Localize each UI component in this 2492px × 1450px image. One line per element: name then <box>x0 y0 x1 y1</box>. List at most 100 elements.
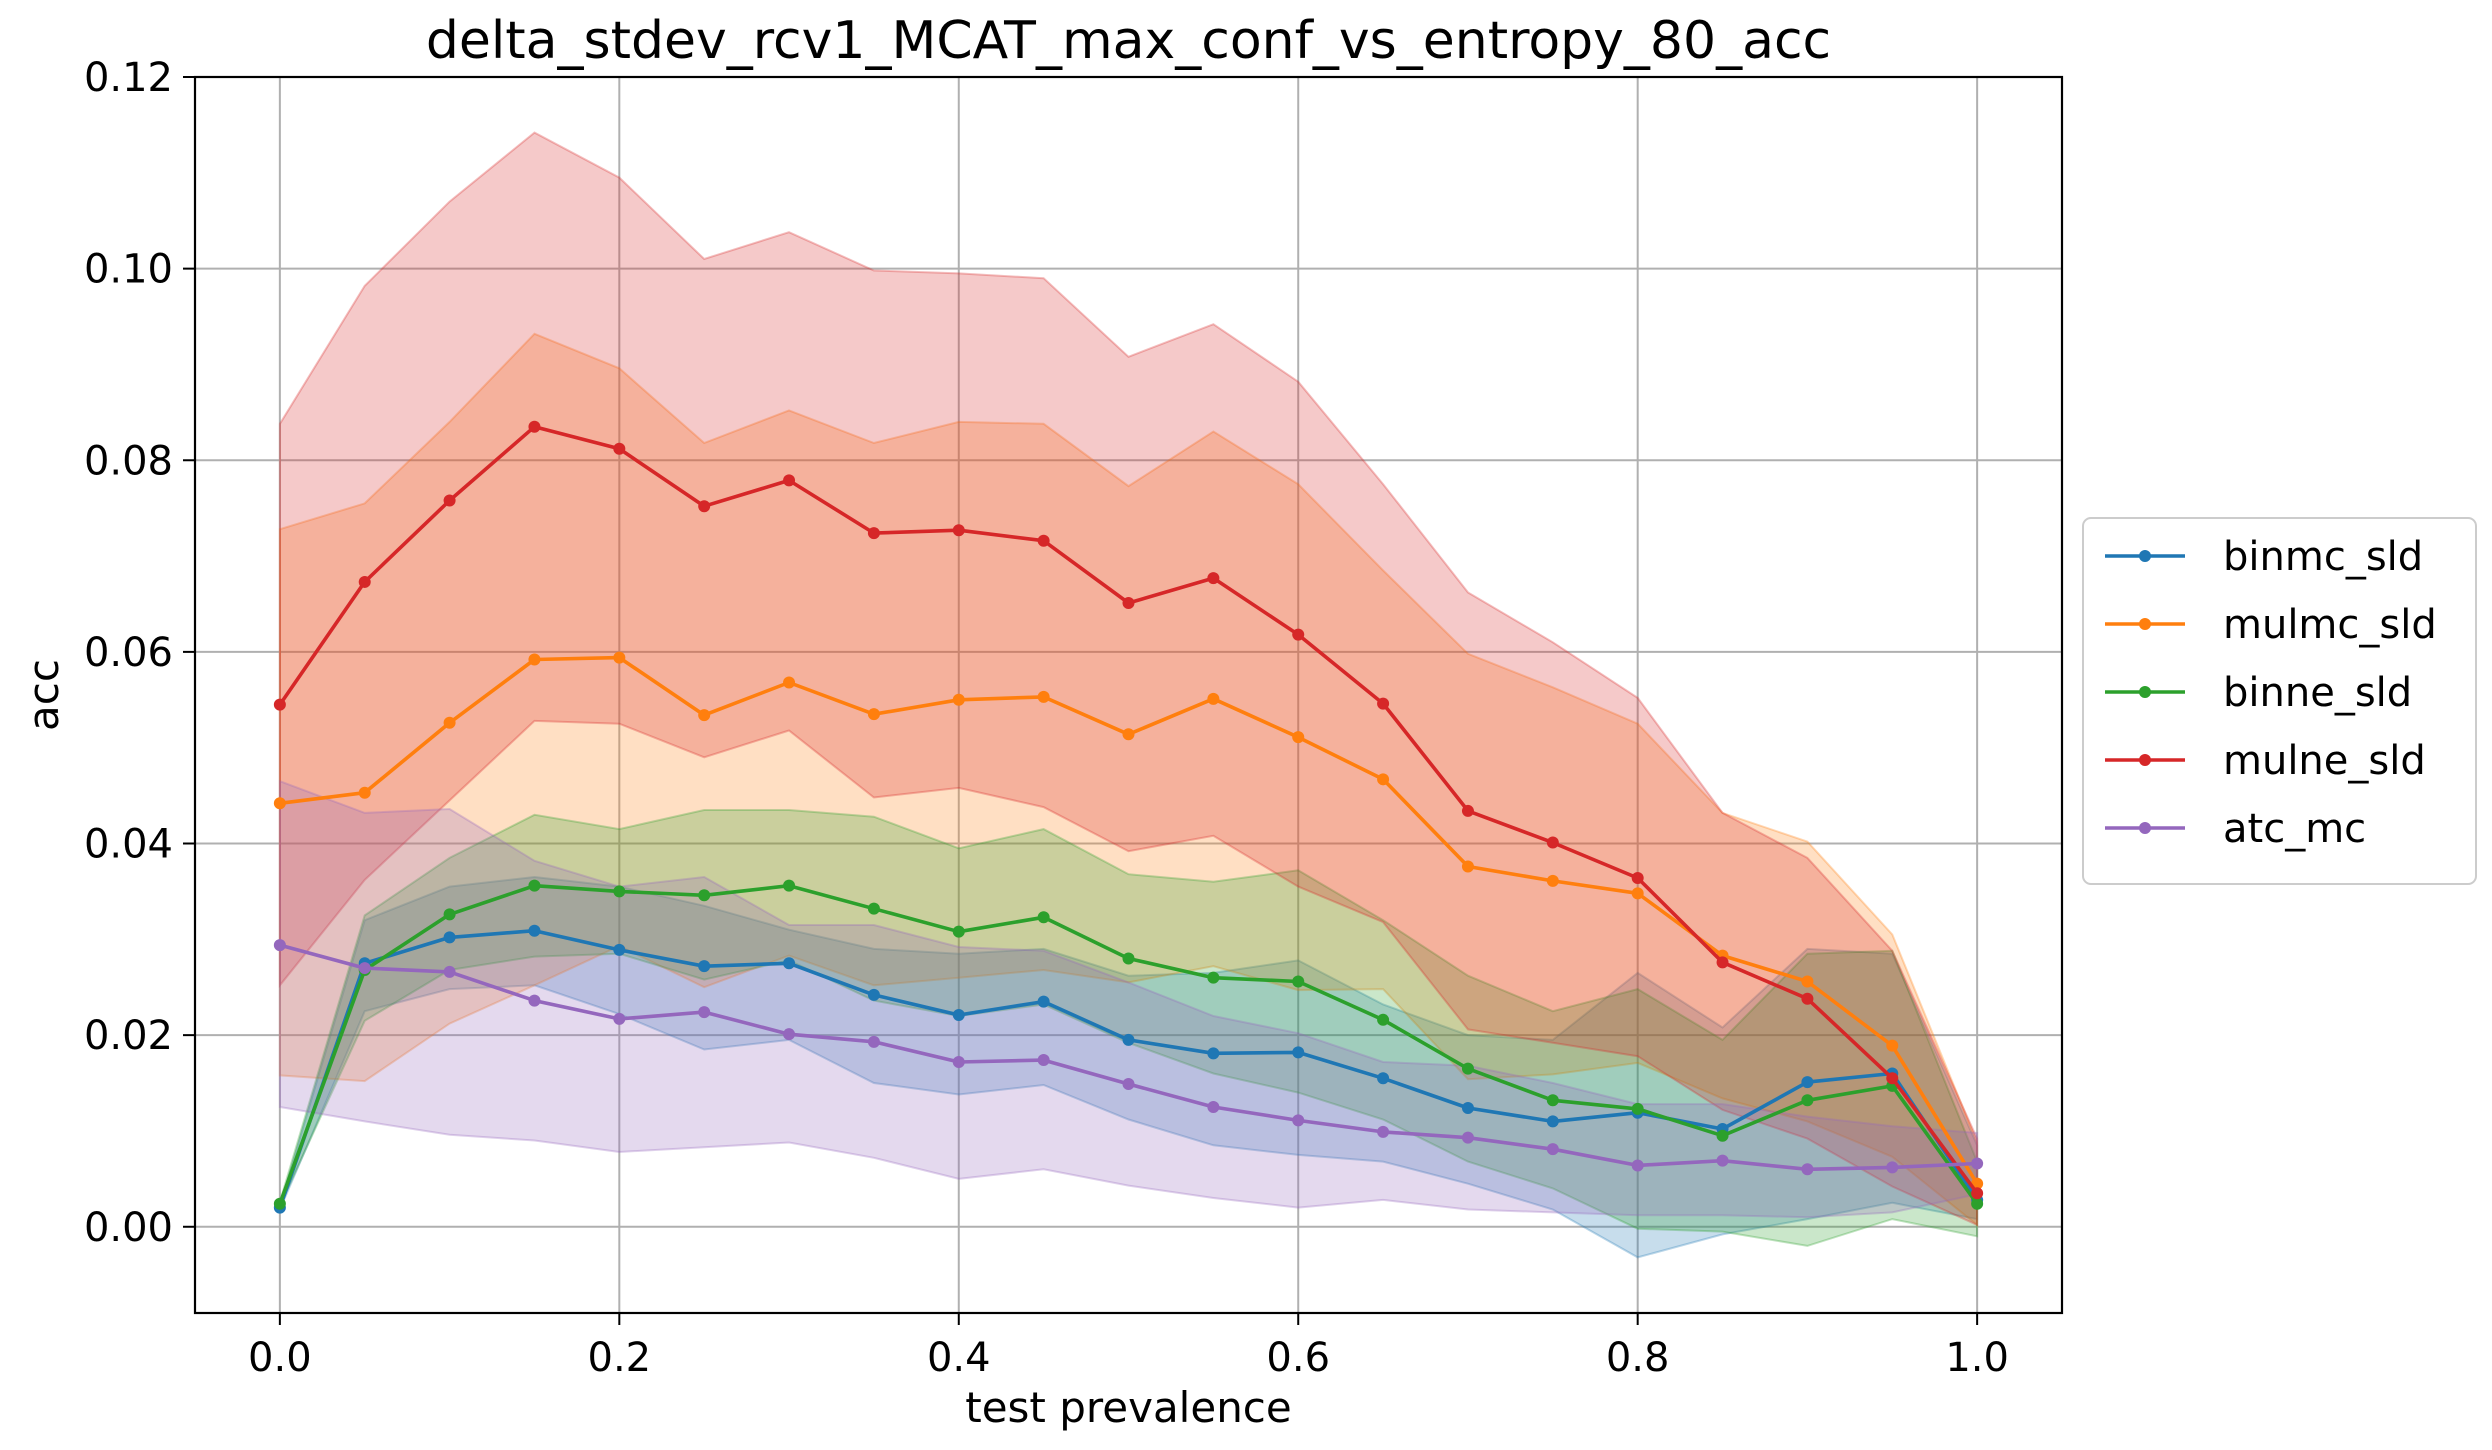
y-tick-label: 0.10 <box>84 247 173 293</box>
legend-label-mulmc_sld: mulmc_sld <box>2223 602 2437 648</box>
y-tick-label: 0.02 <box>84 1013 173 1059</box>
point-binmc_sld <box>528 924 541 937</box>
point-mulne_sld <box>1801 992 1814 1005</box>
point-binne_sld <box>528 879 541 892</box>
point-binmc_sld <box>867 988 880 1001</box>
point-mulne_sld <box>1461 804 1474 817</box>
legend-label-atc_mc: atc_mc <box>2223 806 2366 852</box>
legend-label-mulne_sld: mulne_sld <box>2223 738 2426 784</box>
point-atc_mc <box>443 965 456 978</box>
point-binne_sld <box>1801 1094 1814 1107</box>
y-axis-label: acc <box>19 659 68 731</box>
point-binne_sld <box>613 885 626 898</box>
x-tick-label: 0.6 <box>1266 1335 1330 1381</box>
point-binne_sld <box>1207 971 1220 984</box>
axis-ticks: 0.0 0.2 0.4 0.6 0.8 1.0 0.00 0.02 0.04 0.06 0.08 0.… <box>84 55 2009 1381</box>
point-atc_mc <box>1377 1125 1390 1138</box>
point-binne_sld <box>1971 1197 1984 1210</box>
point-mulmc_sld <box>613 651 626 664</box>
point-mulmc_sld <box>1377 773 1390 786</box>
point-atc_mc <box>1546 1143 1559 1156</box>
legend-marker-mulne_sld <box>2139 754 2151 766</box>
point-binmc_sld <box>1207 1047 1220 1060</box>
point-atc_mc <box>613 1012 626 1025</box>
point-mulne_sld <box>443 494 456 507</box>
point-binmc_sld <box>1292 1046 1305 1059</box>
point-mulmc_sld <box>1461 860 1474 873</box>
y-tick-label: 0.08 <box>84 438 173 484</box>
point-mulne_sld <box>1546 836 1559 849</box>
point-atc_mc <box>783 1028 796 1041</box>
legend-marker-atc_mc <box>2139 822 2151 834</box>
point-mulne_sld <box>1971 1187 1984 1200</box>
x-axis-label: test prevalence <box>965 1383 1292 1432</box>
point-binne_sld <box>1377 1013 1390 1026</box>
point-binmc_sld <box>1801 1076 1814 1089</box>
series-lines <box>273 420 1984 1214</box>
chart-title: delta_stdev_rcv1_MCAT_max_conf_vs_entrop… <box>426 11 1831 71</box>
point-atc_mc <box>1207 1101 1220 1113</box>
point-binne_sld <box>1292 975 1305 988</box>
point-mulmc_sld <box>698 709 711 722</box>
legend-label-binne_sld: binne_sld <box>2223 670 2412 716</box>
point-atc_mc <box>1971 1157 1984 1170</box>
point-mulne_sld <box>358 575 371 588</box>
point-mulne_sld <box>1037 534 1050 547</box>
point-mulne_sld <box>698 500 711 513</box>
point-binne_sld <box>1461 1062 1474 1075</box>
point-binmc_sld <box>698 960 711 973</box>
point-atc_mc <box>1292 1114 1305 1127</box>
point-mulne_sld <box>1886 1072 1899 1085</box>
point-binne_sld <box>698 889 711 902</box>
point-mulmc_sld <box>952 693 965 706</box>
x-tick-label: 1.0 <box>1945 1335 2009 1381</box>
point-atc_mc <box>1461 1131 1474 1144</box>
x-tick-label: 0.4 <box>927 1335 991 1381</box>
point-atc_mc <box>698 1006 711 1019</box>
point-binne_sld <box>783 879 796 892</box>
legend-label-binmc_sld: binmc_sld <box>2223 534 2423 580</box>
band-mulmc_sld <box>278 332 1979 1227</box>
point-atc_mc <box>273 939 286 952</box>
point-mulne_sld <box>1716 956 1729 969</box>
point-binmc_sld <box>1037 995 1050 1008</box>
point-mulne_sld <box>528 420 541 433</box>
point-atc_mc <box>1122 1078 1135 1091</box>
point-mulne_sld <box>1122 597 1135 610</box>
point-binne_sld <box>867 902 880 915</box>
point-atc_mc <box>1037 1054 1050 1067</box>
point-atc_mc <box>952 1055 965 1068</box>
point-atc_mc <box>1801 1163 1814 1176</box>
y-tick-label: 0.04 <box>84 822 173 868</box>
point-mulne_sld <box>1207 572 1220 585</box>
point-mulne_sld <box>1631 872 1644 885</box>
point-mulmc_sld <box>443 716 456 729</box>
point-binne_sld <box>952 925 965 938</box>
y-tick-label: 0.12 <box>84 55 173 101</box>
point-mulmc_sld <box>1207 692 1220 705</box>
point-atc_mc <box>867 1035 880 1048</box>
band-mulne_sld <box>278 131 1979 1227</box>
point-mulmc_sld <box>1886 1039 1899 1052</box>
point-mulmc_sld <box>1546 874 1559 887</box>
point-binne_sld <box>1122 952 1135 965</box>
point-binmc_sld <box>783 957 796 970</box>
point-binne_sld <box>1546 1094 1559 1107</box>
point-binne_sld <box>1716 1129 1729 1142</box>
point-binmc_sld <box>1377 1072 1390 1085</box>
point-mulmc_sld <box>528 653 541 666</box>
point-mulne_sld <box>1377 697 1390 710</box>
y-tick-label: 0.06 <box>84 630 173 676</box>
point-mulmc_sld <box>1037 690 1050 703</box>
point-binne_sld <box>1037 911 1050 924</box>
legend: binmc_sld mulmc_sld binne_sld mulne_sld atc_… <box>2082 517 2477 885</box>
point-binmc_sld <box>1546 1115 1559 1128</box>
point-binmc_sld <box>1461 1101 1474 1114</box>
point-mulne_sld <box>952 524 965 537</box>
point-binmc_sld <box>613 943 626 956</box>
point-mulmc_sld <box>358 786 371 799</box>
point-binne_sld <box>273 1197 286 1210</box>
